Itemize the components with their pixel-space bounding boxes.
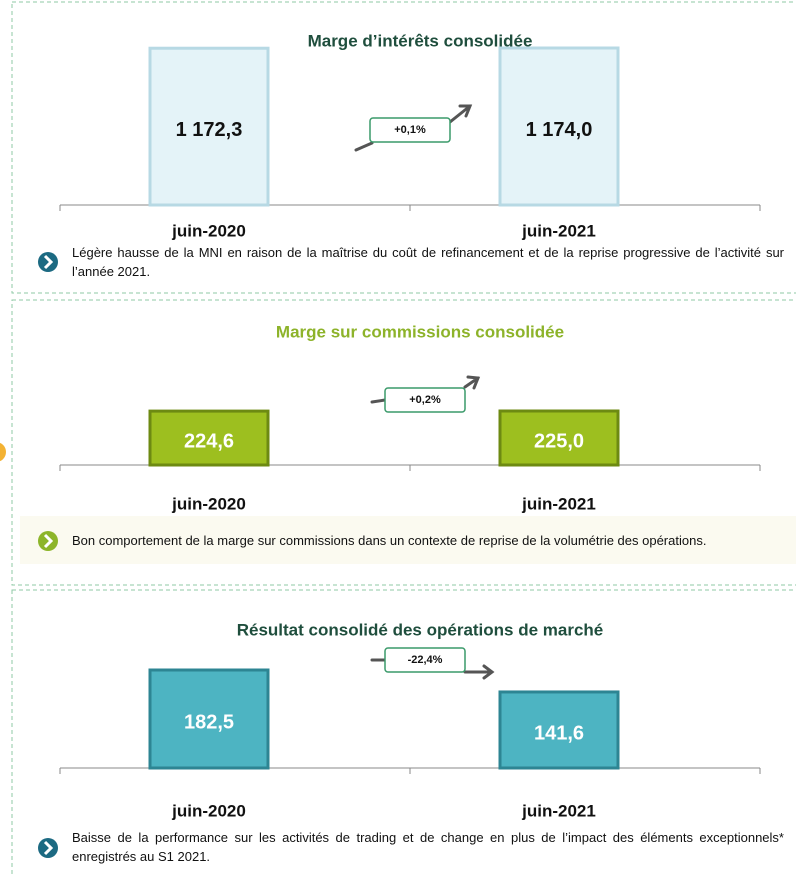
change-label: +0,1% — [394, 124, 426, 136]
bar-value-label: 1 172,3 — [176, 119, 243, 141]
bar — [498, 46, 620, 207]
note: Baisse de la performance sur les activit… — [72, 830, 784, 864]
trend-arrow — [370, 658, 495, 680]
bar-value-label: 224,6 — [184, 430, 234, 452]
panel-title: Marge sur commissions consolidée — [276, 322, 564, 341]
bullet-icon — [38, 838, 58, 858]
trend-arrow — [370, 375, 481, 404]
bar — [148, 409, 270, 467]
bullet-icon — [43, 254, 54, 270]
category-label: juin-2020 — [171, 801, 246, 820]
category-label: juin-2020 — [171, 494, 246, 513]
category-label: juin-2021 — [521, 221, 596, 240]
bar-value-label: 225,0 — [534, 430, 584, 452]
change-label: -22,4% — [408, 654, 443, 666]
change-label: +0,2% — [409, 394, 441, 406]
bar — [148, 46, 270, 207]
panel-border — [11, 589, 796, 877]
bar-value-label: 1 174,0 — [526, 119, 593, 141]
change-box — [369, 117, 451, 143]
category-label: juin-2021 — [521, 801, 596, 820]
bullet-icon — [38, 531, 58, 551]
note-band — [20, 516, 796, 564]
panel-title: Marge d’intérêts consolidée — [308, 31, 533, 50]
change-box — [384, 387, 466, 413]
note: Bon comportement de la marge sur commiss… — [72, 533, 707, 548]
panel-title: Résultat consolidé des opérations de mar… — [237, 620, 604, 639]
bar — [148, 668, 270, 770]
bullet-icon — [43, 840, 54, 856]
panel-border — [11, 299, 796, 586]
decoration — [0, 442, 6, 462]
icons — [38, 252, 58, 858]
trend-arrow — [354, 104, 473, 152]
bar-value-label: 182,5 — [184, 711, 234, 733]
bullet-icon — [43, 533, 54, 549]
bar — [498, 690, 620, 770]
category-label: juin-2020 — [171, 221, 246, 240]
bullet-icon — [38, 252, 58, 272]
panel-border — [11, 1, 796, 294]
bar — [498, 409, 620, 467]
change-box — [384, 647, 466, 673]
note: Légère hausse de la MNI en raison de la … — [72, 245, 784, 279]
category-label: juin-2021 — [521, 494, 596, 513]
bar-value-label: 141,6 — [534, 722, 584, 744]
